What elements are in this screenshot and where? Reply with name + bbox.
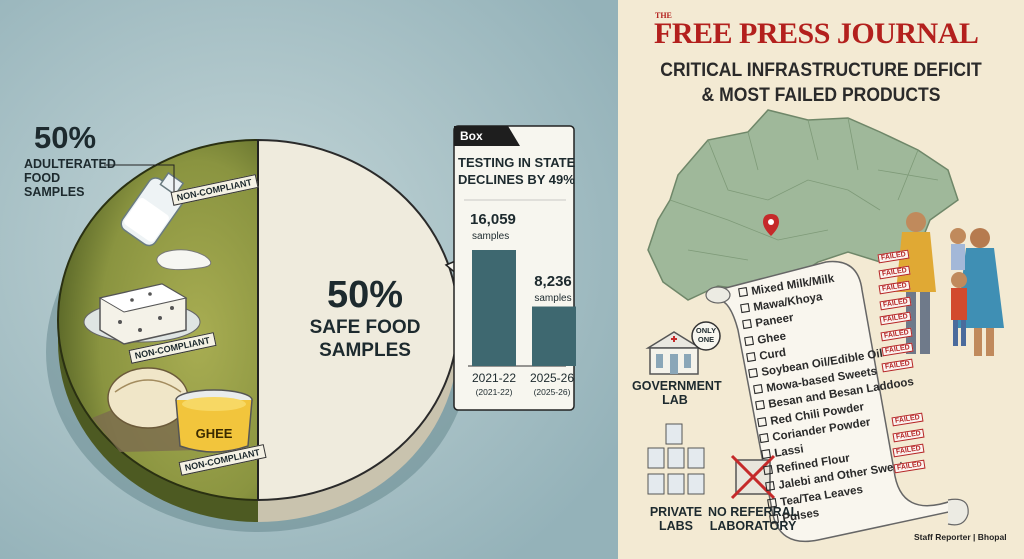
private-labs-icon (647, 423, 705, 495)
ghee-label: GHEE (195, 426, 233, 441)
map-illustration (618, 0, 1024, 559)
no-referral-line1: NO REFERRAL (708, 505, 799, 519)
safe-label-line1: SAFE FOOD (309, 317, 421, 338)
safe-percent: 50% (326, 274, 404, 316)
bars-group (472, 250, 576, 366)
paneer-icon (83, 283, 201, 345)
ghee-jar-icon (175, 389, 253, 453)
no-referral-line2: LABORATORY (709, 519, 797, 533)
family-illustration (896, 212, 1004, 356)
bar2-year: 2025-26 (529, 371, 575, 385)
checkbox-icon: ☐ (767, 512, 784, 527)
right-panel: THE FREE PRESS JOURNAL CRITICAL INFRASTR… (618, 0, 1024, 559)
box-tag: Box (460, 129, 483, 143)
gov-lab-badge-line1: ONLY (695, 326, 717, 335)
bar-2021-22 (472, 250, 516, 366)
bar1-unit: samples (472, 231, 510, 242)
masthead-the: THE (655, 11, 672, 20)
gov-lab-label-line1: GOVERNMENT (632, 379, 722, 393)
adulterated-percent: 50% (34, 120, 97, 155)
private-labs-line1: PRIVATE (649, 505, 703, 519)
no-referral-icon (730, 454, 776, 500)
bar2-year-sub: (2025-26) (533, 387, 571, 397)
pie-chart-illustration (0, 0, 618, 559)
headline-line1: CRITICAL INFRASTRUCTURE DEFICIT (660, 59, 982, 81)
credit: Staff Reporter | Bhopal (914, 532, 1007, 542)
bar1-year: 2021-22 (471, 371, 517, 385)
bar2-value: 8,236 (534, 273, 572, 290)
checkbox-icon: ☐ (746, 366, 762, 381)
left-panel: 50% ADULTERATED FOOD SAMPLES 50% SAFE FO… (0, 0, 618, 559)
safe-label-line2: SAMPLES (319, 340, 411, 361)
gov-lab-label-line2: LAB (662, 393, 688, 407)
government-lab-icon (645, 321, 721, 375)
gov-lab-badge-line2: ONE (697, 335, 715, 344)
milk-bottle-icon (120, 171, 212, 271)
bar-2025-26 (532, 306, 576, 366)
checkbox-icon: ☐ (744, 350, 761, 365)
masthead: FREE PRESS JOURNAL (654, 17, 979, 50)
private-labs-line2: LABS (658, 519, 694, 533)
adulterated-label: ADULTERATED FOOD SAMPLES (24, 157, 116, 199)
bar1-year-sub: (2021-22) (475, 387, 513, 397)
box-title-line1: TESTING IN STATE (458, 155, 576, 170)
headline-line2: & MOST FAILED PRODUCTS (701, 84, 941, 106)
bar1-value: 16,059 (470, 211, 516, 228)
box-title-line2: DECLINES BY 49% (458, 172, 575, 187)
bar2-unit: samples (534, 293, 572, 304)
